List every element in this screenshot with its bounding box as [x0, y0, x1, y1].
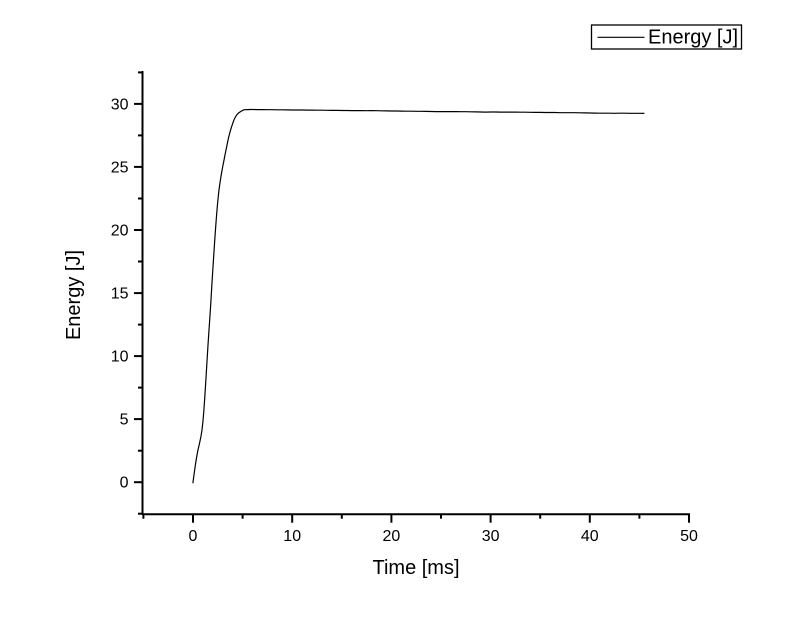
svg-text:10: 10	[283, 528, 301, 545]
svg-text:30: 30	[482, 528, 500, 545]
svg-text:0: 0	[120, 475, 129, 492]
svg-text:15: 15	[111, 286, 129, 303]
svg-text:40: 40	[581, 528, 599, 545]
svg-text:20: 20	[383, 528, 401, 545]
svg-text:25: 25	[111, 159, 129, 176]
svg-text:30: 30	[111, 96, 129, 113]
svg-text:10: 10	[111, 349, 129, 366]
svg-text:0: 0	[189, 528, 198, 545]
svg-text:20: 20	[111, 223, 129, 240]
svg-text:50: 50	[680, 528, 698, 545]
svg-text:Energy [J]: Energy [J]	[648, 27, 738, 49]
svg-text:Time [ms]: Time [ms]	[372, 557, 459, 579]
svg-text:Energy [J]: Energy [J]	[63, 250, 85, 340]
svg-text:5: 5	[120, 412, 129, 429]
